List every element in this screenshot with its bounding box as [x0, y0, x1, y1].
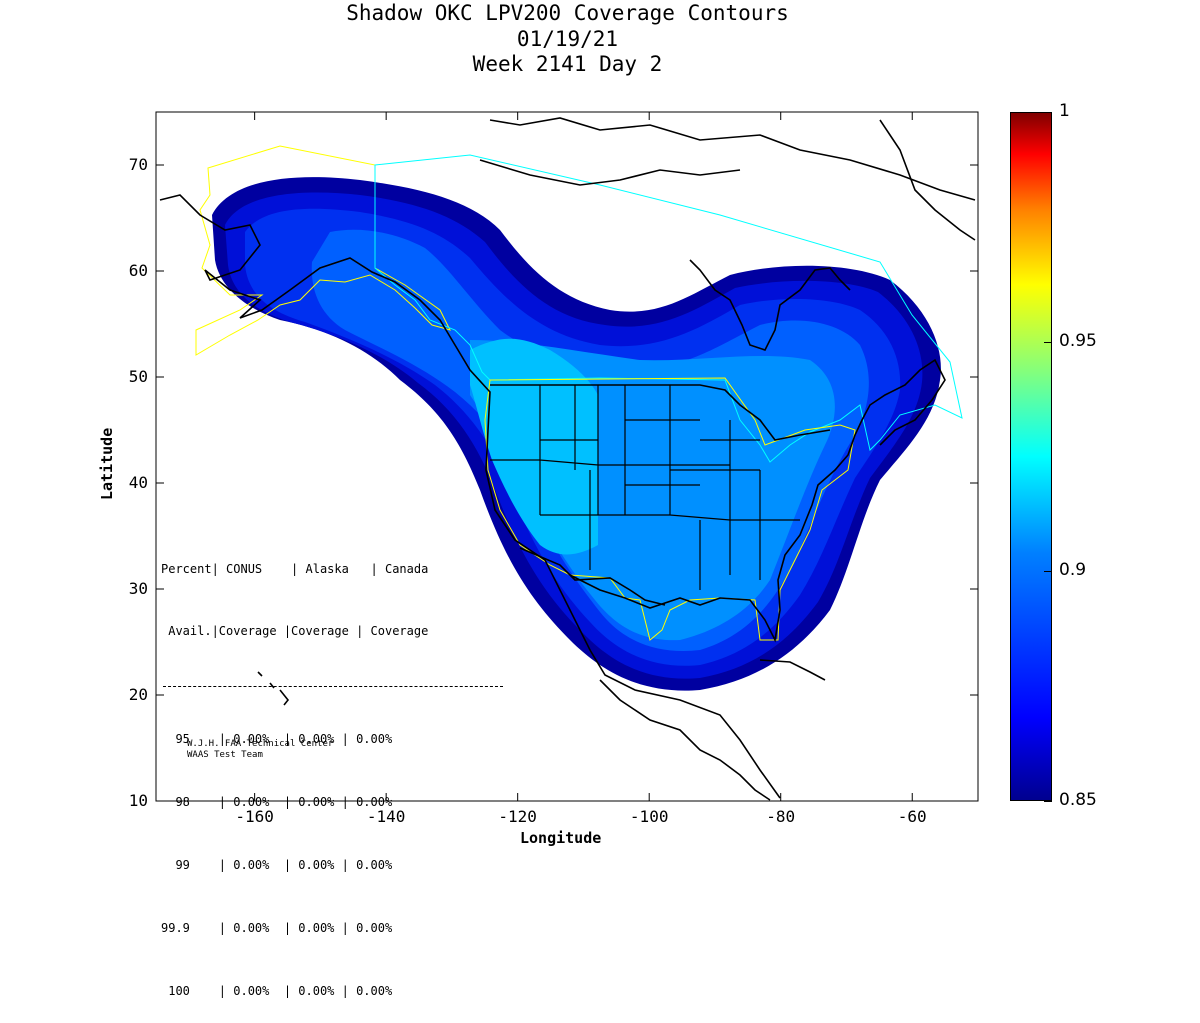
colorbar-tick-mark: [1044, 801, 1052, 802]
coastlines: [159, 117, 976, 801]
hawaii: [257, 671, 290, 706]
colorbar: [1010, 112, 1052, 801]
state-lines: [490, 385, 800, 590]
y-tick-label: 70: [128, 155, 148, 174]
y-tick-label: 60: [128, 261, 148, 280]
x-tick-label: -80: [766, 807, 796, 826]
credit-line-1: W.J.H. FAA Technical Center: [187, 739, 334, 749]
stats-divider: [163, 686, 503, 687]
credit-block: W.J.H. FAA Technical Center WAAS Test Te…: [187, 739, 333, 761]
y-tick-label: 20: [128, 685, 148, 704]
x-tick-label: -140: [366, 807, 406, 826]
central-america: [599, 679, 771, 801]
axis-ticks: [156, 112, 978, 802]
x-tick-label: -60: [897, 807, 927, 826]
colorbar-tick-label: 0.95: [1059, 330, 1097, 351]
x-tick-label: -120: [498, 807, 537, 826]
stats-row: 99.9 | 0.00% | 0.00% | 0.00%: [161, 921, 393, 935]
colorbar-tick-label: 1: [1059, 101, 1070, 121]
title-line-2: 01/19/21: [516, 27, 619, 51]
colorbar-tick-label: 0.9: [1059, 560, 1087, 581]
plot-frame: [155, 111, 979, 802]
canada-region-outline: [374, 154, 963, 463]
stats-row: 98 | 0.00% | 0.00% | 0.00%: [161, 795, 393, 809]
gulf-coast: [569, 358, 946, 643]
colorbar-tick-mark: [1044, 112, 1052, 113]
alaska-region-outline: [195, 145, 451, 356]
y-tick-label: 50: [128, 367, 148, 386]
us-mexico-border: [519, 547, 666, 606]
coverage-stats-table: Percent| CONUS | Alaska | Canada Avail.|…: [161, 517, 503, 1023]
x-tick-label: -160: [235, 807, 274, 826]
stats-row: 99 | 0.00% | 0.00% | 0.00%: [161, 858, 393, 872]
title-line-3: Week 2141 Day 2: [472, 52, 663, 76]
north-america-coast: [159, 194, 781, 799]
greenland-coast: [879, 119, 976, 241]
title-line-1: Shadow OKC LPV200 Coverage Contours: [346, 1, 789, 25]
cuba: [759, 659, 826, 681]
y-tick-label: 30: [128, 579, 148, 598]
stats-header-1: Percent| CONUS | Alaska | Canada: [161, 562, 429, 576]
stats-row: 100 | 0.00% | 0.00% | 0.00%: [161, 984, 393, 998]
x-tick-label: -100: [629, 807, 669, 826]
colorbar-tick-mark: [1044, 571, 1052, 573]
y-tick-label: 10: [128, 791, 148, 810]
arctic-islands: [489, 117, 976, 201]
map-plot: [155, 111, 979, 802]
colorbar-tick-mark: [1044, 341, 1052, 343]
y-tick-label: 40: [128, 473, 148, 492]
stats-row: 95 | 0.00% | 0.00% | 0.00%: [161, 732, 393, 746]
y-axis-label: Latitude: [98, 427, 116, 500]
hudson-bay: [689, 259, 851, 351]
coverage-band-090: [470, 338, 598, 555]
arctic-islands-2: [479, 159, 741, 186]
stats-header-2: Avail.|Coverage |Coverage | Coverage: [161, 624, 429, 638]
x-axis-label: Longitude: [520, 829, 602, 847]
us-canada-border: [490, 384, 831, 441]
colorbar-tick-label: 0.85: [1059, 790, 1097, 810]
credit-line-2: WAAS Test Team: [187, 750, 263, 760]
